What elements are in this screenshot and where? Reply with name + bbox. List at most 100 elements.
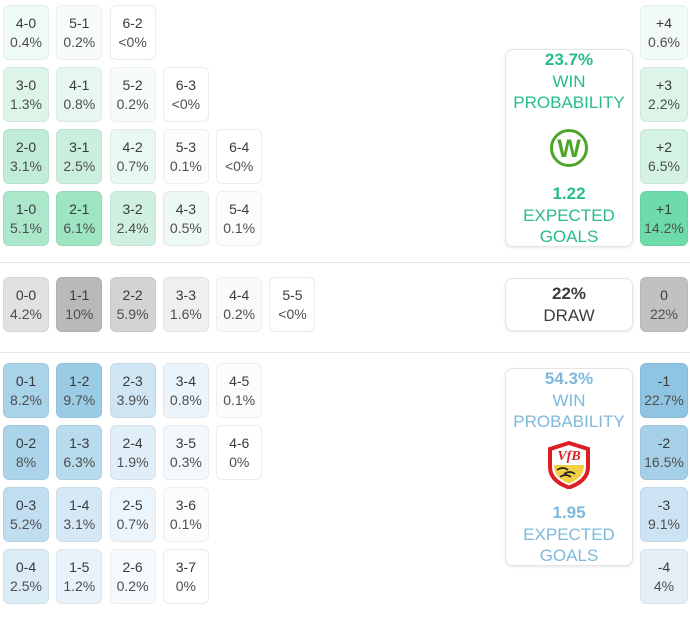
scoreline: 3-4 <box>175 372 196 389</box>
scoreline: 3-0 <box>15 76 37 93</box>
score-cell-6-2[interactable]: 6-2 <0% <box>109 5 156 60</box>
probability: 3.1% <box>63 515 96 532</box>
probability: 0.2% <box>223 305 256 322</box>
svg-text:W: W <box>557 135 581 163</box>
goal-margin-cell--2[interactable]: -2 16.5% <box>640 425 688 480</box>
score-cell-4-5[interactable]: 4-5 0.1% <box>216 363 263 418</box>
score-cell-0-3[interactable]: 0-3 5.2% <box>3 487 49 542</box>
scoreline: +4 <box>656 14 672 31</box>
scoreline: 5-2 <box>122 76 143 93</box>
probability: 4% <box>653 577 675 594</box>
score-cell-4-2[interactable]: 4-2 0.7% <box>109 129 156 184</box>
scoreline: 0-4 <box>15 558 37 575</box>
scoreline: 4-2 <box>122 138 143 155</box>
probability: 8% <box>15 453 37 470</box>
scoreline: 1-1 <box>69 286 90 303</box>
goal-margin-cell--3[interactable]: -3 9.1% <box>640 487 688 542</box>
scoreline: -3 <box>657 496 671 513</box>
score-cell-5-5[interactable]: 5-5 <0% <box>269 277 316 332</box>
score-cell-1-5[interactable]: 1-5 1.2% <box>56 549 103 604</box>
score-cell-3-6[interactable]: 3-6 0.1% <box>162 487 209 542</box>
probability: 5.2% <box>10 515 42 532</box>
goal-margin-cell-+4[interactable]: +4 0.6% <box>640 5 688 60</box>
score-cell-1-1[interactable]: 1-1 10% <box>56 277 103 332</box>
probability: <0% <box>224 157 254 174</box>
away-win-probability-label: WIN PROBABILITY <box>513 391 625 431</box>
score-cell-0-1[interactable]: 0-1 8.2% <box>3 363 49 418</box>
probability: 3.9% <box>116 391 149 408</box>
score-cell-3-1[interactable]: 3-1 2.5% <box>56 129 103 184</box>
score-cell-1-4[interactable]: 1-4 3.1% <box>56 487 103 542</box>
score-cell-2-1[interactable]: 2-1 6.1% <box>56 191 103 246</box>
score-cell-4-0[interactable]: 4-0 0.4% <box>3 5 49 60</box>
scoreline: -4 <box>657 558 671 575</box>
score-cell-5-3[interactable]: 5-3 0.1% <box>162 129 209 184</box>
draw-label: DRAW <box>543 306 595 325</box>
score-cell-5-2[interactable]: 5-2 0.2% <box>109 67 156 122</box>
goal-margin-cell-+2[interactable]: +2 6.5% <box>640 129 688 184</box>
probability: 1.9% <box>116 453 149 470</box>
probability: 0% <box>175 577 196 594</box>
goal-margin-cell--1[interactable]: -1 22.7% <box>640 363 688 418</box>
score-cell-5-1[interactable]: 5-1 0.2% <box>56 5 103 60</box>
score-cell-1-0[interactable]: 1-0 5.1% <box>3 191 49 246</box>
score-cell-2-6[interactable]: 2-6 0.2% <box>109 549 156 604</box>
wolfsburg-crest-icon: W <box>545 122 593 175</box>
score-cell-0-0[interactable]: 0-0 4.2% <box>3 277 49 332</box>
probability: 16.5% <box>644 453 684 470</box>
score-cell-5-4[interactable]: 5-4 0.1% <box>216 191 263 246</box>
draw-score-grid: 0-0 4.2% 1-1 10% 2-2 5.9% 3-3 1.6% 4-4 0.2% 5-5 <0% <box>3 277 316 332</box>
score-cell-3-3[interactable]: 3-3 1.6% <box>162 277 209 332</box>
probability: 0% <box>229 453 250 470</box>
goal-margin-cell--4[interactable]: -4 4% <box>640 549 688 604</box>
score-cell-4-6[interactable]: 4-6 0% <box>216 425 263 480</box>
score-cell-1-3[interactable]: 1-3 6.3% <box>56 425 103 480</box>
score-row: 1-0 5.1% 2-1 6.1% 3-2 2.4% 4-3 0.5% 5-4 0.1% <box>3 191 263 246</box>
probability: 0.8% <box>63 95 96 112</box>
probability: 6.1% <box>63 219 96 236</box>
scoreline: 4-1 <box>69 76 90 93</box>
score-cell-3-0[interactable]: 3-0 1.3% <box>3 67 49 122</box>
score-cell-2-4[interactable]: 2-4 1.9% <box>109 425 156 480</box>
probability: 2.5% <box>10 577 42 594</box>
score-row: 0-0 4.2% 1-1 10% 2-2 5.9% 3-3 1.6% 4-4 0.2% 5-5 <0% <box>3 277 316 332</box>
score-cell-2-3[interactable]: 2-3 3.9% <box>109 363 156 418</box>
scoreline: -1 <box>657 372 671 389</box>
probability: 0.2% <box>116 577 149 594</box>
probability: 2.4% <box>116 219 149 236</box>
probability: 0.1% <box>223 219 256 236</box>
score-cell-3-2[interactable]: 3-2 2.4% <box>109 191 156 246</box>
scoreline: 2-3 <box>122 372 143 389</box>
score-cell-0-4[interactable]: 0-4 2.5% <box>3 549 49 604</box>
score-cell-2-0[interactable]: 2-0 3.1% <box>3 129 49 184</box>
scoreline: 1-5 <box>69 558 90 575</box>
probability: 0.6% <box>648 33 680 50</box>
score-cell-1-2[interactable]: 1-2 9.7% <box>56 363 103 418</box>
probability: 0.2% <box>63 33 96 50</box>
home-win-summary-box: 23.7% WIN PROBABILITY W 1.22 EXPECTED GO… <box>505 49 633 247</box>
goal-margin-cell-0[interactable]: 0 22% <box>640 277 688 332</box>
probability: 1.2% <box>63 577 96 594</box>
score-cell-3-7[interactable]: 3-7 0% <box>162 549 209 604</box>
score-cell-3-4[interactable]: 3-4 0.8% <box>162 363 209 418</box>
score-cell-0-2[interactable]: 0-2 8% <box>3 425 49 480</box>
probability: 0.2% <box>116 95 149 112</box>
goal-margin-cell-+1[interactable]: +1 14.2% <box>640 191 688 246</box>
away-expected-goals-label: EXPECTED GOALS <box>523 525 615 565</box>
score-cell-4-4[interactable]: 4-4 0.2% <box>216 277 263 332</box>
score-cell-2-2[interactable]: 2-2 5.9% <box>109 277 156 332</box>
scoreline: 0-0 <box>15 286 37 303</box>
goal-margin-cell-+3[interactable]: +3 2.2% <box>640 67 688 122</box>
scoreline: 4-6 <box>229 434 250 451</box>
scoreline: 3-6 <box>175 496 196 513</box>
score-cell-6-3[interactable]: 6-3 <0% <box>162 67 209 122</box>
score-cell-3-5[interactable]: 3-5 0.3% <box>162 425 209 480</box>
stuttgart-crest-icon: VfB <box>547 440 591 494</box>
scoreline: 2-5 <box>122 496 143 513</box>
score-cell-6-4[interactable]: 6-4 <0% <box>216 129 263 184</box>
score-cell-2-5[interactable]: 2-5 0.7% <box>109 487 156 542</box>
score-cell-4-1[interactable]: 4-1 0.8% <box>56 67 103 122</box>
probability: 5.1% <box>10 219 42 236</box>
scoreline: 3-5 <box>175 434 196 451</box>
score-cell-4-3[interactable]: 4-3 0.5% <box>162 191 209 246</box>
